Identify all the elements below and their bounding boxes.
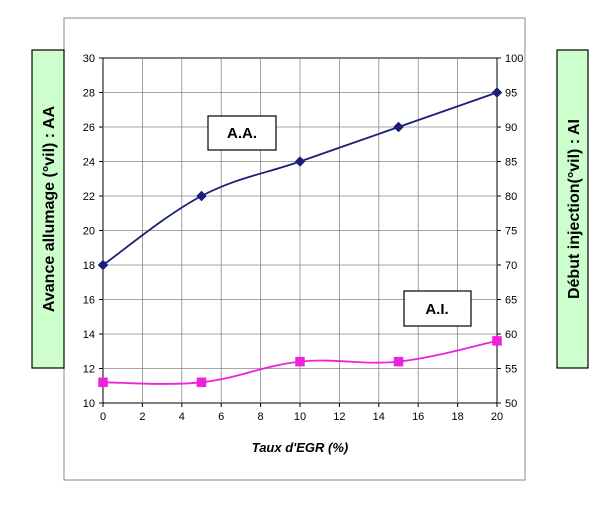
left-axis-label-background bbox=[31, 49, 65, 369]
callout-aa-box bbox=[207, 115, 277, 151]
x-tick-label: 12 bbox=[333, 411, 345, 423]
left-tick-label: 28 bbox=[83, 88, 95, 100]
data-point bbox=[294, 156, 306, 167]
x-tick-label: 6 bbox=[218, 411, 224, 423]
x-tick-label: 20 bbox=[491, 411, 503, 423]
left-axis-label-box: Avance allumage (°vil) : AA bbox=[31, 49, 65, 369]
x-tick-label: 4 bbox=[179, 411, 185, 423]
left-tick-label: 30 bbox=[83, 53, 95, 65]
right-tick-label: 50 bbox=[505, 398, 517, 410]
left-tick-label: 26 bbox=[83, 122, 95, 134]
right-tick-label: 95 bbox=[505, 88, 517, 100]
data-point bbox=[295, 356, 305, 367]
data-point bbox=[98, 377, 108, 388]
right-tick-label: 55 bbox=[505, 364, 517, 376]
right-tick-label: 90 bbox=[505, 122, 517, 134]
data-point bbox=[492, 336, 502, 346]
left-tick-label: 22 bbox=[83, 191, 95, 203]
x-tick-label: 18 bbox=[451, 411, 463, 423]
series-layer bbox=[97, 87, 503, 388]
left-tick-label: 16 bbox=[83, 295, 95, 307]
right-axis-label-background bbox=[556, 49, 589, 369]
callout-aa-label: A.A. bbox=[227, 125, 257, 142]
x-tick-label: 16 bbox=[412, 411, 424, 423]
data-point bbox=[393, 121, 404, 133]
series-1 bbox=[97, 87, 503, 271]
right-tick-label: 80 bbox=[505, 191, 517, 203]
left-tick-label: 12 bbox=[83, 364, 95, 376]
left-tick-label: 24 bbox=[83, 157, 95, 169]
data-point bbox=[491, 87, 503, 98]
right-tick-label: 60 bbox=[505, 329, 517, 341]
data-point bbox=[393, 356, 404, 367]
right-axis-label: Début injection(°vil) : AI bbox=[566, 119, 583, 299]
right-tick-label: 65 bbox=[505, 295, 517, 307]
x-tick-label: 14 bbox=[373, 411, 385, 423]
callout-ai: A.I. bbox=[403, 290, 472, 327]
right-tick-label: 85 bbox=[505, 157, 517, 169]
data-point bbox=[196, 190, 207, 202]
x-axis-ticks: 0 2 4 6 8 10 12 14 16 18 20 bbox=[100, 403, 503, 423]
callout-aa: A.A. bbox=[207, 115, 277, 151]
callout-ai-box bbox=[403, 290, 472, 327]
x-axis-title: Taux d'EGR (%) bbox=[252, 440, 349, 455]
x-tick-label: 2 bbox=[139, 411, 145, 423]
grid bbox=[103, 58, 497, 403]
left-tick-label: 14 bbox=[83, 329, 95, 341]
callout-ai-label: A.I. bbox=[425, 301, 448, 318]
data-point bbox=[196, 377, 207, 388]
x-tick-label: 10 bbox=[294, 411, 306, 423]
left-axis-label: Avance allumage (°vil) : AA bbox=[41, 105, 58, 312]
right-tick-label: 70 bbox=[505, 260, 517, 272]
right-tick-label: 75 bbox=[505, 226, 517, 238]
x-tick-label: 0 bbox=[100, 411, 106, 423]
left-tick-label: 18 bbox=[83, 260, 95, 272]
right-axis-label-box: Début injection(°vil) : AI bbox=[556, 49, 589, 369]
left-axis-ticks: 10 12 14 16 18 20 22 24 26 28 30 bbox=[83, 53, 103, 410]
data-point bbox=[97, 259, 109, 271]
left-tick-label: 10 bbox=[83, 398, 95, 410]
series-2 bbox=[98, 336, 502, 388]
left-tick-label: 20 bbox=[83, 226, 95, 238]
x-tick-label: 8 bbox=[258, 411, 264, 423]
right-axis-ticks: 50 55 60 65 70 75 80 85 90 95 100 bbox=[497, 53, 523, 410]
right-tick-label: 100 bbox=[505, 53, 523, 65]
